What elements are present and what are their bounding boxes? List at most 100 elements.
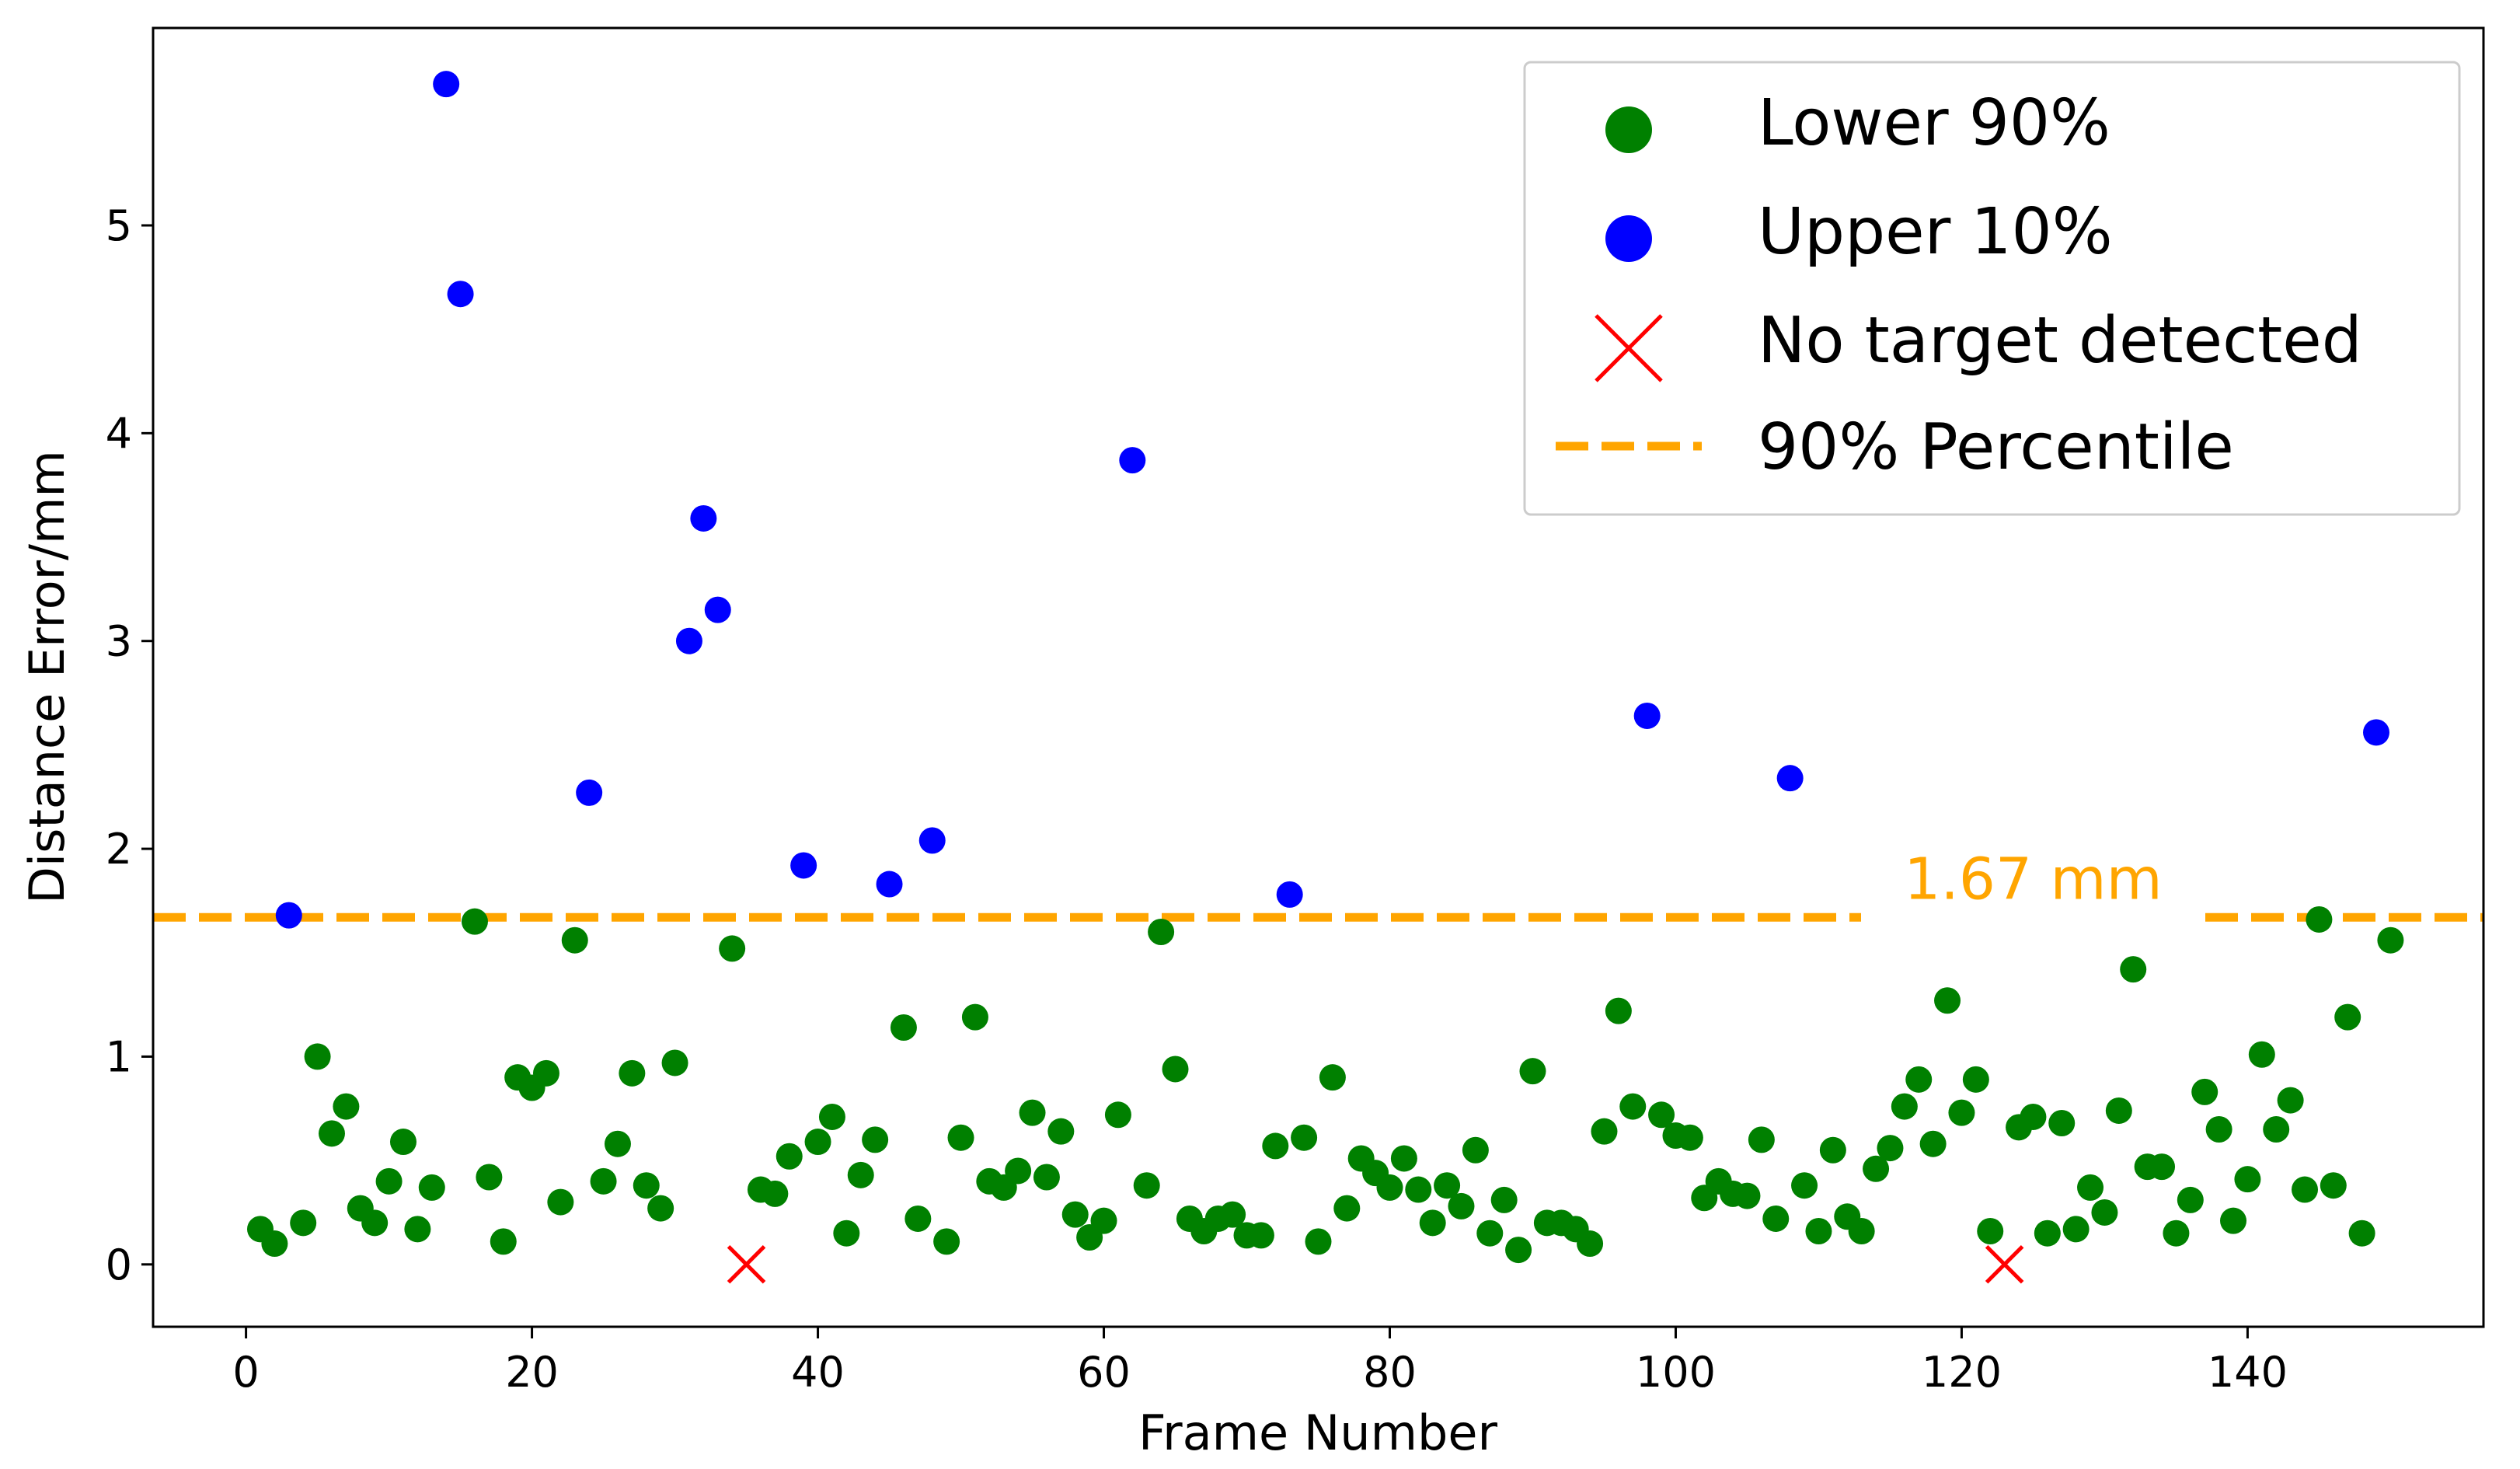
lower-point	[1247, 1222, 1274, 1249]
lower-point	[2105, 1097, 2132, 1124]
lower-point	[547, 1188, 574, 1216]
lower-point	[1033, 1164, 1060, 1191]
x-tick-label: 20	[505, 1348, 559, 1397]
lower-point	[904, 1205, 932, 1232]
y-tick-label: 0	[106, 1240, 132, 1289]
lower-point	[1333, 1195, 1361, 1222]
lower-point	[1005, 1157, 1032, 1185]
lower-point	[2277, 1087, 2304, 1114]
lower-point	[1934, 987, 1961, 1014]
lower-point	[1305, 1228, 1332, 1255]
upper-point	[275, 902, 302, 929]
lower-point	[1948, 1099, 1975, 1126]
lower-point	[1262, 1132, 1289, 1160]
lower-point	[1619, 1093, 1647, 1120]
upper-point	[790, 852, 817, 879]
lower-point	[1762, 1205, 1790, 1232]
legend-no-target-marker	[1595, 314, 1663, 382]
lower-point	[2048, 1109, 2076, 1136]
points-layer	[246, 71, 2404, 1284]
lower-point	[2120, 956, 2147, 983]
x-tick-label: 100	[1636, 1348, 1716, 1397]
y-tick-label: 2	[106, 825, 132, 874]
upper-point	[1776, 765, 1804, 792]
no-target-marker	[727, 1245, 766, 1284]
lower-point	[1734, 1182, 1761, 1209]
lower-point	[1648, 1101, 1675, 1129]
y-axis-label: Distance Error/mm	[19, 450, 75, 904]
upper-point	[704, 596, 731, 623]
no-target-marker	[1985, 1245, 2024, 1284]
x-tick-label: 140	[2208, 1348, 2288, 1397]
legend-lower-label: Lower 90%	[1758, 86, 2110, 160]
lower-point	[1605, 997, 1632, 1024]
lower-point	[862, 1126, 889, 1153]
legend-upper-label: Upper 10%	[1758, 195, 2113, 269]
lower-point	[1219, 1201, 1246, 1228]
x-tick-label: 80	[1363, 1348, 1417, 1397]
lower-point	[1319, 1064, 1346, 1091]
lower-point	[418, 1174, 445, 1201]
lower-point	[1090, 1207, 1117, 1234]
lower-point	[1877, 1135, 1904, 1162]
lower-point	[833, 1220, 860, 1247]
upper-point	[675, 627, 702, 654]
lower-point	[2220, 1207, 2247, 1234]
lower-point	[961, 1003, 988, 1031]
lower-point	[2320, 1172, 2347, 1199]
legend-upper-marker	[1605, 215, 1652, 262]
upper-point	[1633, 702, 1661, 729]
lower-point	[1791, 1172, 1818, 1199]
lower-point	[333, 1093, 360, 1120]
lower-point	[1448, 1192, 1475, 1220]
upper-point	[690, 504, 717, 532]
lower-point	[1148, 919, 1175, 946]
lower-point	[1162, 1056, 1189, 1083]
lower-point	[776, 1143, 803, 1170]
upper-point	[918, 827, 946, 854]
lower-point	[361, 1209, 389, 1237]
legend: Lower 90% Upper 10% No target detected 9…	[1523, 61, 2461, 516]
lower-point	[2263, 1116, 2290, 1143]
lower-point	[461, 908, 488, 935]
legend-lower-marker	[1605, 106, 1652, 153]
upper-point	[576, 779, 603, 806]
lower-point	[633, 1172, 660, 1199]
lower-point	[532, 1059, 559, 1087]
lower-point	[1519, 1058, 1546, 1085]
upper-point	[876, 871, 903, 898]
y-tick-label: 3	[106, 617, 132, 666]
lower-point	[762, 1180, 789, 1207]
lower-point	[2334, 1003, 2361, 1031]
lower-point	[1462, 1136, 1489, 1164]
lower-point	[818, 1103, 845, 1130]
lower-point	[2091, 1199, 2118, 1226]
upper-point	[433, 71, 460, 98]
lower-point	[290, 1209, 317, 1237]
lower-point	[1390, 1145, 1417, 1172]
lower-point	[1905, 1066, 1933, 1093]
lower-point	[1748, 1126, 1775, 1153]
lower-point	[590, 1167, 617, 1195]
lower-point	[1434, 1172, 1461, 1199]
upper-point	[1119, 447, 1146, 474]
lower-point	[1490, 1186, 1518, 1213]
lower-point	[2149, 1153, 2176, 1181]
lower-point	[261, 1230, 288, 1258]
lower-point	[375, 1167, 403, 1195]
lower-point	[1863, 1155, 1890, 1182]
lower-point	[304, 1043, 331, 1070]
lower-point	[318, 1120, 345, 1147]
lower-point	[1133, 1172, 1160, 1199]
lower-point	[947, 1124, 974, 1151]
lower-point	[490, 1228, 517, 1255]
lower-point	[1376, 1174, 1403, 1201]
lower-point	[804, 1129, 831, 1156]
lower-point	[2163, 1220, 2190, 1247]
x-axis: 0 20 40 60 80 100 120 140	[232, 1327, 2288, 1397]
lower-point	[1919, 1130, 1947, 1157]
lower-point	[1505, 1237, 1532, 1264]
lower-point	[619, 1059, 646, 1087]
x-tick-label: 120	[1922, 1348, 2002, 1397]
y-tick-label: 1	[106, 1032, 132, 1081]
